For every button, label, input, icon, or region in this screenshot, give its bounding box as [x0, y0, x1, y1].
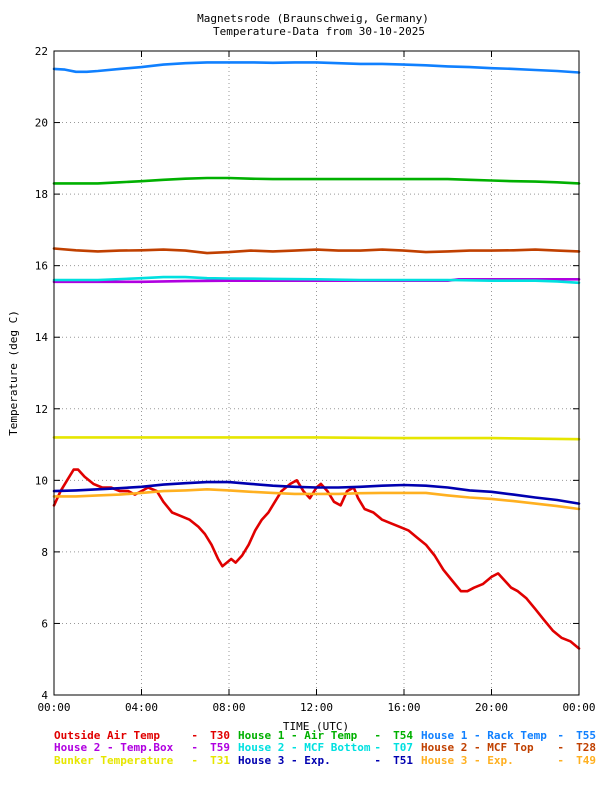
x-tick-label: 04:00 [125, 701, 158, 714]
y-tick-label: 8 [41, 546, 48, 559]
legend-dash: - [374, 741, 381, 754]
series-line-t49 [52, 487, 581, 511]
series-line-t07 [52, 275, 581, 285]
legend-dash: - [557, 741, 564, 754]
legend-dash: - [191, 729, 198, 742]
y-tick-label: 10 [35, 474, 48, 487]
legend-dash: - [557, 729, 564, 742]
legend-label-t51: House 3 - Exp. [238, 754, 331, 767]
y-tick-label: 4 [41, 689, 48, 702]
chart-title: Magnetsrode (Braunschweig, Germany) [197, 12, 429, 25]
y-axis-label: Temperature (deg C) [7, 310, 20, 436]
legend-label-t49: House 3 - Exp. [421, 754, 514, 767]
legend-code-t31: T31 [210, 754, 230, 767]
axis-ticks: 4 6 8 10 12 14 16 18 20 22 00:00 04:00 08:00 12:00 16:… [35, 45, 596, 714]
y-tick-label: 16 [35, 260, 48, 273]
y-tick-label: 14 [35, 331, 49, 344]
legend-code-t55: T55 [576, 729, 596, 742]
y-tick-label: 22 [35, 45, 48, 58]
legend-dash: - [557, 754, 564, 767]
legend-dash: - [374, 729, 381, 742]
series-line-t28 [52, 247, 581, 255]
legend-code-t07: T07 [393, 741, 413, 754]
legend-dash: - [191, 741, 198, 754]
series-line-t31 [52, 436, 581, 441]
legend-code-t49: T49 [576, 754, 596, 767]
grid [54, 51, 579, 695]
series-lines [52, 61, 581, 650]
legend-dash: - [374, 754, 381, 767]
legend-code-t51: T51 [393, 754, 413, 767]
legend-dash: - [191, 754, 198, 767]
series-line-t30 [52, 468, 581, 650]
series-line-t55 [52, 61, 581, 74]
series-line-t51 [52, 480, 581, 505]
x-tick-label: 20:00 [475, 701, 508, 714]
y-tick-label: 20 [35, 117, 48, 130]
legend-label-t30: Outside Air Temp [54, 729, 160, 742]
x-axis-label: TIME (UTC) [283, 720, 349, 733]
y-tick-label: 12 [35, 403, 48, 416]
legend-label-t28: House 2 - MCF Top [421, 741, 534, 754]
chart-subtitle: Temperature-Data from 30-10-2025 [213, 25, 425, 38]
y-tick-label: 18 [35, 188, 48, 201]
legend-label-t07: House 2 - MCF Bottom [238, 741, 371, 754]
legend-code-t28: T28 [576, 741, 596, 754]
series-line-t54 [52, 176, 581, 185]
x-tick-label: 00:00 [562, 701, 595, 714]
legend-label-t55: House 1 - Rack Temp [421, 729, 547, 742]
x-tick-label: 08:00 [212, 701, 245, 714]
y-tick-label: 6 [41, 617, 48, 630]
legend-label-t54: House 1 - Air Temp [238, 729, 358, 742]
x-tick-label: 16:00 [387, 701, 420, 714]
legend-label-t31: Bunker Temperature [54, 754, 174, 767]
legend-label-t59: House 2 - Temp.Box [54, 741, 174, 754]
legend-code-t54: T54 [393, 729, 413, 742]
x-tick-label: 12:00 [300, 701, 333, 714]
x-tick-label: 00:00 [37, 701, 70, 714]
legend-code-t30: T30 [210, 729, 230, 742]
legend-code-t59: T59 [210, 741, 230, 754]
